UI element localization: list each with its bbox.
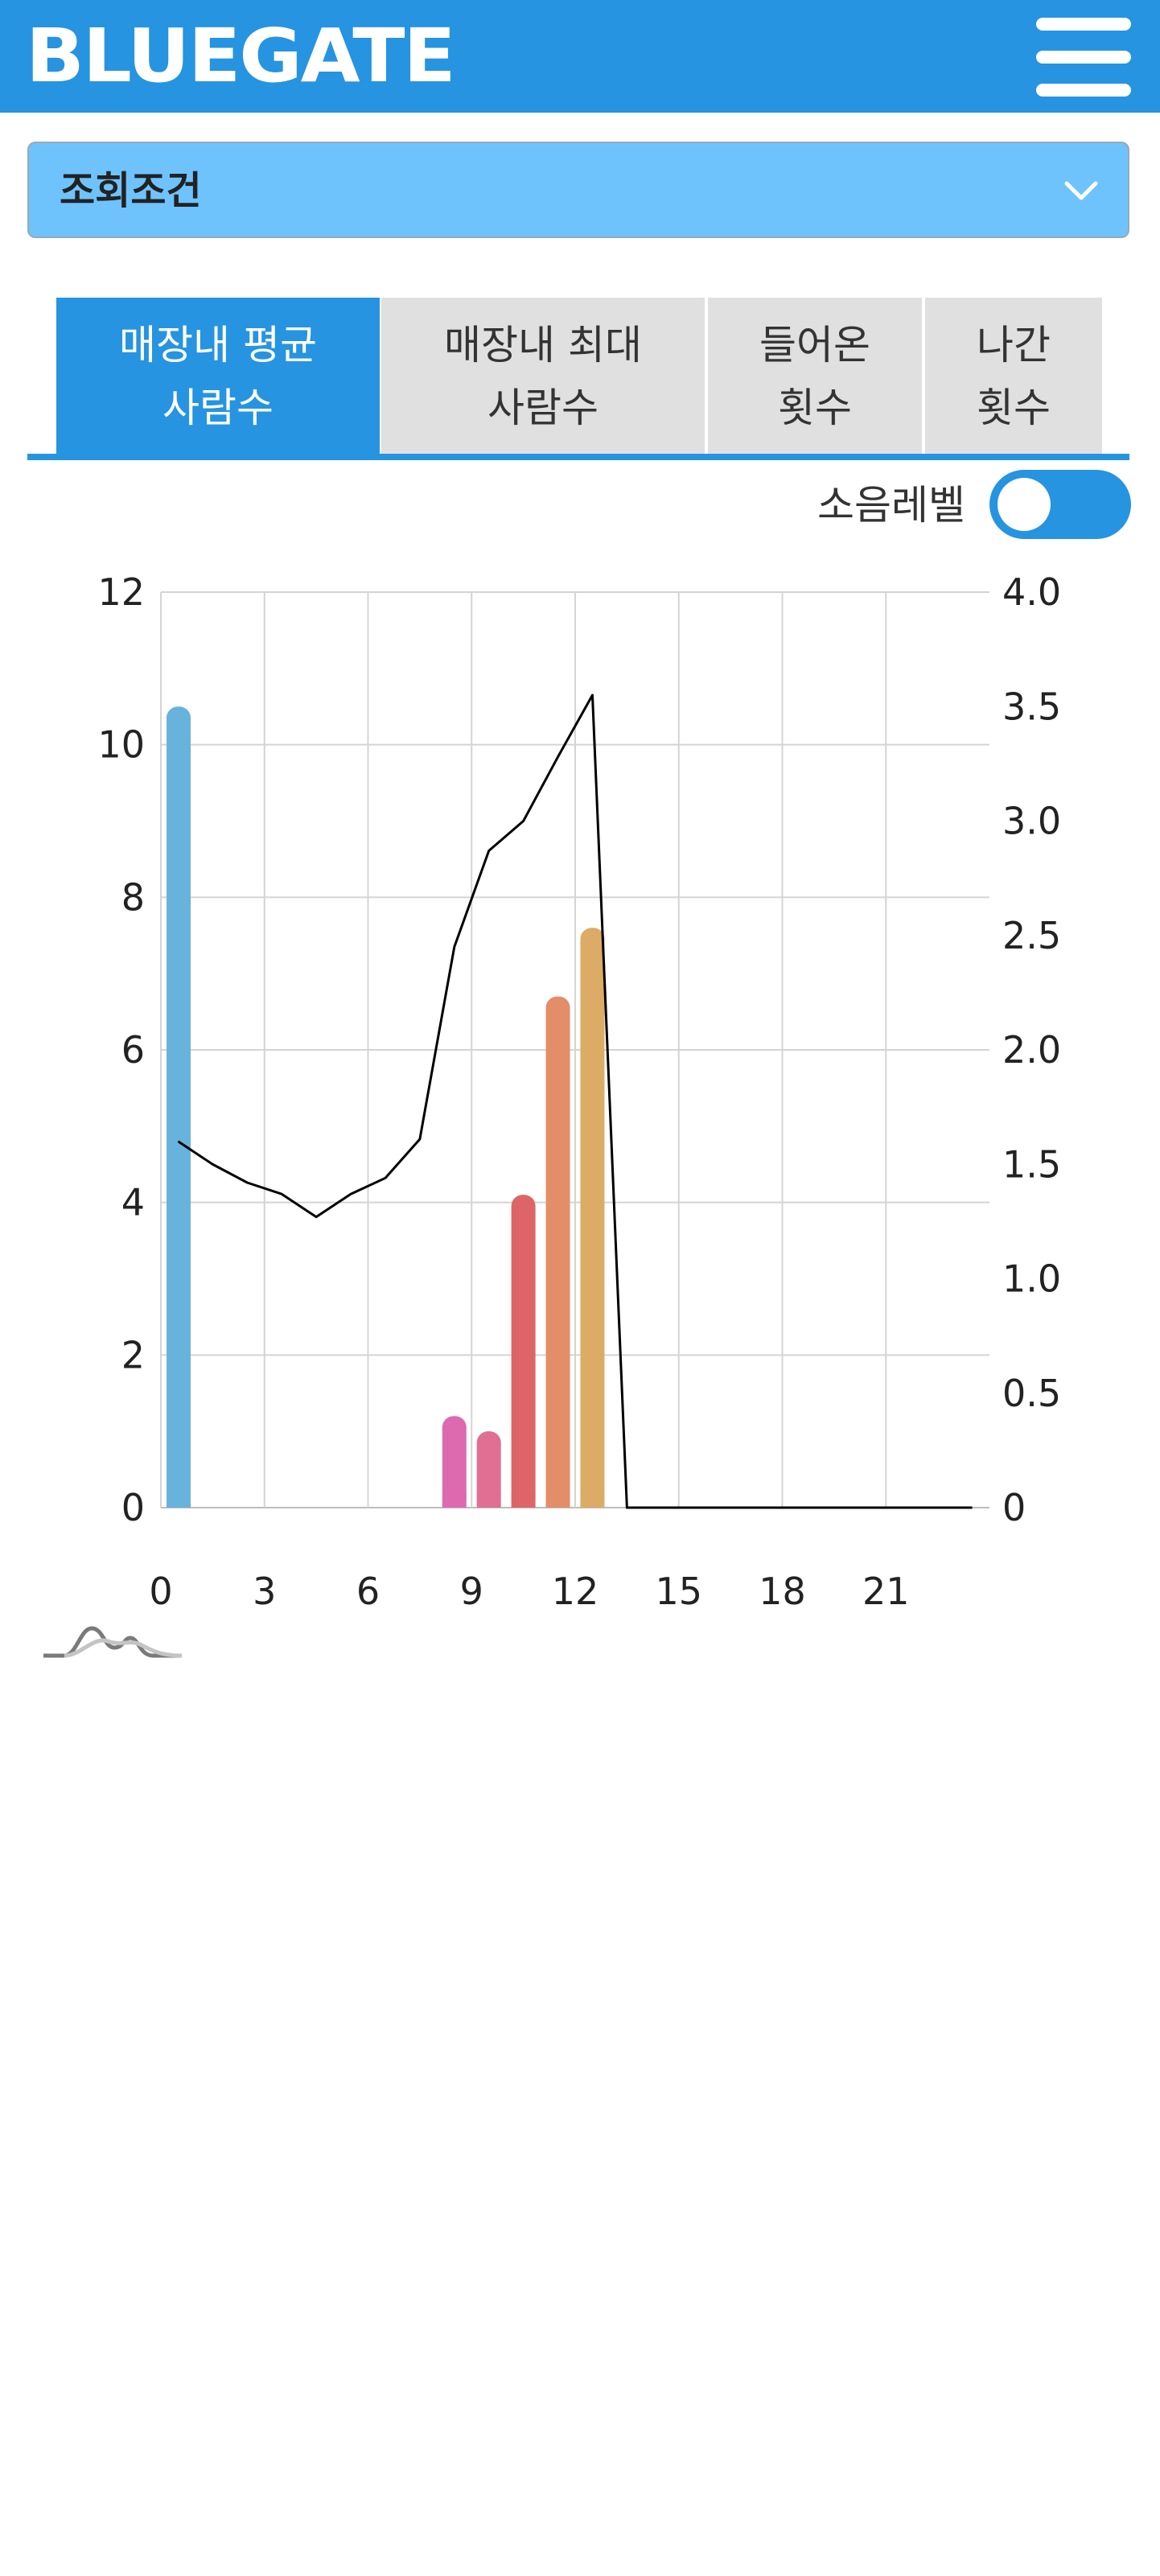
bar[interactable] xyxy=(476,1431,501,1508)
tab-average-people[interactable]: 매장내 평균 사람수 xyxy=(56,298,380,455)
brand-logo[interactable]: BLUEGATE xyxy=(26,13,456,99)
y-right-tick-label: 3.5 xyxy=(1002,685,1061,728)
y-left-tick-label: 6 xyxy=(121,1028,145,1072)
app-header: BLUEGATE xyxy=(0,0,1160,113)
bar[interactable] xyxy=(580,928,605,1508)
bar-base xyxy=(580,1495,605,1508)
hourly-chart: 0 2 4 6 8 10 12 0 3 6 9 12 15 18 21 0 0.5 1.0 1.5 2.0 2.5 3.0… xyxy=(97,570,1061,1613)
y-right-tick-label: 4.0 xyxy=(1002,570,1061,614)
tab-label-line1: 매장내 평균 xyxy=(119,322,317,368)
noise-level-label: 소음레벨 xyxy=(817,482,965,529)
tab-label-line2: 횟수 xyxy=(778,385,852,431)
y-left-tick-label: 2 xyxy=(121,1333,145,1376)
bar-base xyxy=(511,1495,536,1508)
bar[interactable] xyxy=(442,1416,467,1508)
toggle-knob xyxy=(998,478,1051,531)
tab-label-line2: 사람수 xyxy=(162,385,274,431)
y-left-tick-label: 0 xyxy=(121,1486,145,1529)
y-left-tick-label: 10 xyxy=(97,723,145,767)
bar-base xyxy=(545,1495,570,1508)
chart-bars xyxy=(167,706,605,1508)
search-conditions-label: 조회조건 xyxy=(60,168,202,213)
bar[interactable] xyxy=(167,706,191,1508)
x-tick-label: 0 xyxy=(149,1570,172,1613)
hamburger-menu-icon[interactable] xyxy=(1033,14,1134,100)
bar[interactable] xyxy=(545,996,570,1508)
distribution-curve-icon[interactable] xyxy=(40,1609,185,1665)
tab-label-line2: 횟수 xyxy=(977,385,1051,431)
x-tick-label: 3 xyxy=(253,1570,276,1613)
chart-ticks: 0 2 4 6 8 10 12 0 3 6 9 12 15 18 21 0 0.5 1.0 1.5 2.0 2.5 3.0… xyxy=(97,570,1061,1613)
tab-entries[interactable]: 들어온 횟수 xyxy=(708,298,922,455)
bar-base xyxy=(476,1495,501,1508)
y-right-tick-label: 0 xyxy=(1002,1486,1026,1529)
tab-label-line1: 들어온 xyxy=(759,322,870,368)
tab-exits[interactable]: 나간 횟수 xyxy=(925,298,1102,455)
bar[interactable] xyxy=(511,1195,536,1508)
chart-line xyxy=(177,693,973,1509)
x-tick-label: 18 xyxy=(759,1570,806,1613)
chart-grid xyxy=(160,591,989,1508)
chevron-down-icon xyxy=(1064,181,1098,200)
search-conditions-dropdown[interactable]: 조회조건 xyxy=(27,142,1129,238)
y-right-tick-label: 2.5 xyxy=(1002,914,1061,957)
y-right-tick-label: 0.5 xyxy=(1002,1372,1061,1415)
y-left-tick-label: 12 xyxy=(97,570,145,614)
y-right-tick-label: 2.0 xyxy=(1002,1028,1061,1072)
tab-max-people[interactable]: 매장내 최대 사람수 xyxy=(381,298,705,455)
y-left-tick-label: 8 xyxy=(121,875,145,919)
y-right-tick-label: 3.0 xyxy=(1002,800,1061,843)
y-right-tick-label: 1.5 xyxy=(1002,1142,1061,1186)
x-tick-label: 12 xyxy=(552,1570,599,1613)
x-tick-label: 9 xyxy=(460,1570,483,1613)
tab-underline xyxy=(27,454,1129,460)
y-left-tick-label: 4 xyxy=(121,1181,145,1224)
bar-base xyxy=(442,1495,467,1508)
x-tick-label: 15 xyxy=(655,1570,702,1613)
y-right-tick-label: 1.0 xyxy=(1002,1257,1061,1301)
noise-level-line xyxy=(177,693,973,1509)
x-tick-label: 21 xyxy=(862,1570,910,1613)
x-tick-label: 6 xyxy=(356,1570,380,1613)
tab-label-line2: 사람수 xyxy=(487,385,599,431)
noise-level-toggle[interactable] xyxy=(989,470,1131,539)
tab-label-line1: 매장내 최대 xyxy=(444,322,642,368)
tab-label-line1: 나간 xyxy=(977,322,1051,368)
bar-base xyxy=(167,1495,191,1508)
